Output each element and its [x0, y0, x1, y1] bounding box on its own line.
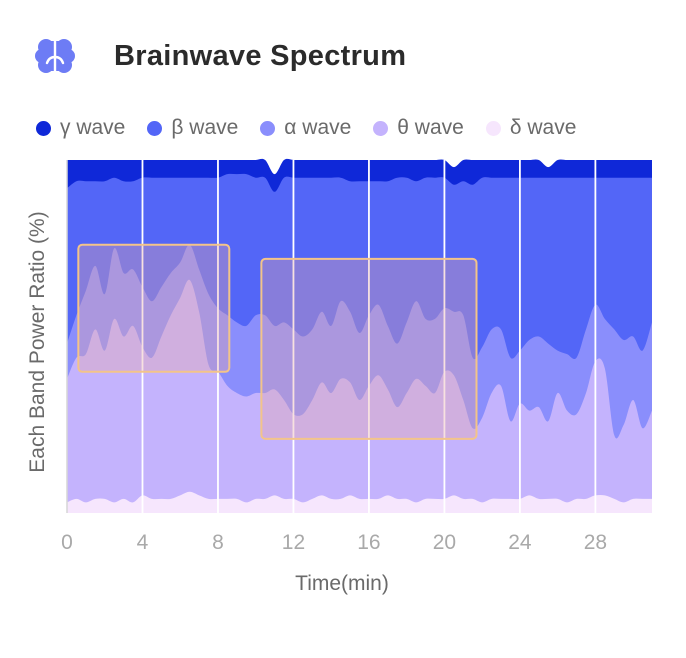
legend-item-gamma[interactable]: γ wave: [36, 116, 125, 140]
legend-label-theta: θ wave: [397, 116, 464, 139]
area-delta-wave: [67, 491, 652, 513]
legend: γ wave β wave α wave θ wave δ wave: [36, 116, 598, 140]
x-tick-label: 16: [357, 531, 380, 554]
legend-swatch-theta: [373, 120, 389, 136]
x-tick-label: 8: [212, 531, 224, 554]
legend-swatch-beta: [147, 120, 163, 136]
highlight-region-2: [260, 257, 478, 440]
legend-item-beta[interactable]: β wave: [147, 116, 238, 140]
x-tick-layer: 0 4 8 12 16 20 24 28: [61, 531, 607, 554]
legend-item-theta[interactable]: θ wave: [373, 116, 464, 140]
legend-swatch-gamma: [36, 120, 51, 136]
highlight-layer: [77, 243, 478, 440]
chart-header: Brainwave Spectrum: [34, 34, 406, 78]
legend-item-delta[interactable]: δ wave: [485, 116, 577, 140]
chart-title: Brainwave Spectrum: [114, 39, 407, 72]
area-layer: [67, 158, 652, 513]
x-tick-label: 12: [282, 531, 305, 554]
grid-layer: [66, 160, 597, 513]
highlight-region-1: [77, 243, 231, 373]
legend-label-alpha: α wave: [284, 116, 352, 139]
legend-swatch-delta: [485, 120, 501, 136]
x-tick-label: 4: [137, 531, 149, 554]
x-tick-label: 0: [61, 531, 73, 554]
x-tick-label: 24: [508, 531, 532, 554]
legend-label-delta: δ wave: [509, 116, 577, 139]
legend-item-alpha[interactable]: α wave: [260, 116, 351, 140]
x-tick-label: 20: [433, 531, 456, 554]
x-axis-label: Time(min): [295, 572, 389, 595]
legend-label-gamma: γ wave: [60, 116, 126, 139]
y-axis-label: Each Band Power Ratio (%): [26, 211, 49, 473]
brain-icon: [35, 38, 75, 75]
x-tick-label: 28: [584, 531, 607, 554]
area-theta-wave: [67, 279, 652, 513]
legend-swatch-alpha: [260, 120, 276, 136]
legend-label-beta: β wave: [171, 116, 239, 139]
